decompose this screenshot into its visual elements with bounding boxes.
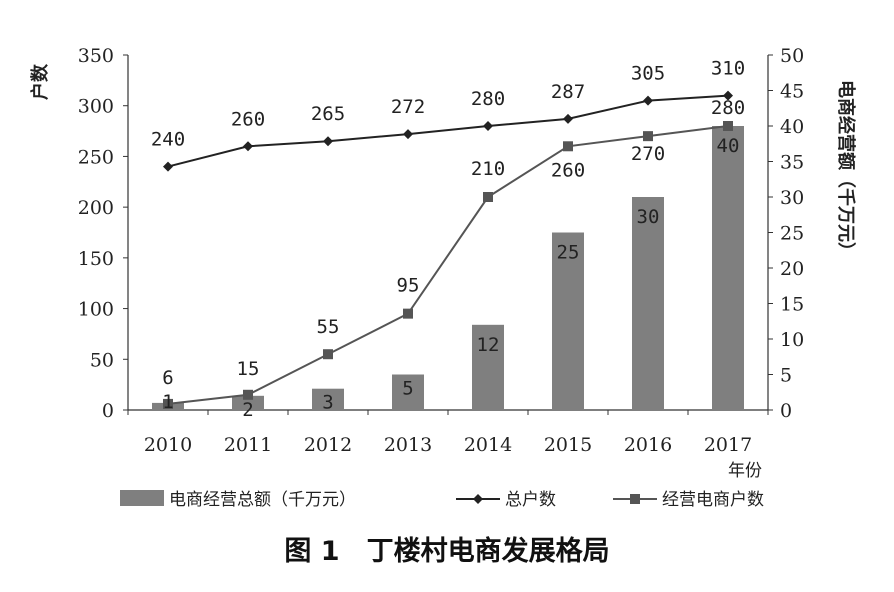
line-point	[723, 90, 733, 101]
ecommerce-households-label: 270	[631, 143, 665, 165]
bar-value-label: 1	[162, 391, 173, 413]
line-point	[483, 192, 493, 202]
right-tick-label: 50	[780, 45, 804, 67]
line-point	[323, 136, 333, 147]
bar	[392, 374, 424, 410]
x-tick-label: 2013	[384, 434, 432, 456]
ecommerce-households-label: 280	[711, 97, 745, 119]
right-tick-label: 45	[780, 81, 804, 103]
right-tick-label: 25	[780, 223, 804, 245]
left-tick-label: 350	[78, 45, 114, 67]
bar	[552, 232, 584, 410]
ecommerce-households-label: 260	[551, 159, 585, 181]
bars	[152, 126, 744, 410]
bar-value-label: 2	[242, 399, 253, 421]
line-point	[163, 398, 173, 409]
axes: 0501001502002503003500510152025303540455…	[78, 45, 804, 456]
x-tick-label: 2015	[544, 434, 592, 456]
left-tick-label: 0	[102, 400, 114, 422]
line-point	[483, 121, 493, 131]
line-point	[723, 121, 733, 131]
line-point	[643, 95, 653, 106]
left-tick-label: 150	[78, 248, 114, 270]
figure-title: 图 1 丁楼村电商发展格局	[284, 535, 609, 567]
legend-swatch-bar	[120, 490, 164, 506]
bar	[232, 395, 264, 410]
series-line	[167, 125, 729, 405]
legend-swatch-ec-marker	[630, 494, 640, 504]
left-axis-name: 户数	[29, 63, 51, 100]
line-point	[403, 129, 413, 140]
bar	[712, 126, 744, 410]
line-point	[563, 141, 573, 152]
total-households-label: 305	[631, 63, 665, 85]
total-households-label: 280	[471, 88, 505, 110]
bar-value-label: 3	[322, 392, 333, 414]
total-households-label: 287	[551, 81, 585, 103]
left-tick-label: 250	[78, 146, 114, 168]
lines	[163, 90, 733, 409]
right-tick-label: 35	[780, 152, 804, 174]
left-tick-label: 50	[90, 349, 114, 371]
ecommerce-households-label: 95	[397, 275, 420, 297]
bar-value-label: 12	[477, 334, 500, 356]
x-tick-label: 2012	[304, 434, 352, 456]
bar-value-label: 30	[637, 206, 660, 228]
right-tick-label: 0	[780, 400, 792, 422]
bar	[632, 197, 664, 410]
right-tick-label: 5	[780, 365, 792, 387]
right-tick-label: 10	[780, 329, 804, 351]
right-axis-name: 电商经营额（千万元）	[835, 80, 857, 260]
left-tick-label: 300	[78, 96, 114, 118]
right-tick-label: 30	[780, 187, 804, 209]
left-tick-label: 200	[78, 197, 114, 219]
bar	[472, 324, 504, 410]
legend-label-ec: 经营电商户数	[662, 490, 764, 510]
bar-value-label: 25	[557, 242, 580, 264]
line-point	[243, 141, 253, 152]
series-line	[167, 94, 729, 168]
x-tick-label: 2016	[624, 434, 672, 456]
x-tick-label: 2017	[704, 434, 752, 456]
x-tick-label: 2011	[224, 434, 272, 456]
ecommerce-households-label: 210	[471, 158, 505, 180]
ecommerce-households-label: 6	[162, 367, 173, 389]
total-households-label: 310	[711, 58, 745, 80]
left-tick-label: 100	[78, 299, 114, 321]
line-point	[323, 349, 333, 360]
total-households-label: 260	[231, 108, 265, 130]
x-tick-label: 2010	[144, 434, 192, 456]
line-point	[563, 113, 573, 124]
total-households-label: 240	[151, 129, 185, 151]
bar-value-label: 5	[402, 378, 413, 400]
legend-swatch-total-marker	[473, 494, 483, 504]
ecommerce-households-label: 15	[237, 358, 260, 380]
legend-label-total: 总户数	[505, 490, 556, 510]
right-tick-label: 15	[780, 294, 804, 316]
right-tick-label: 20	[780, 258, 804, 280]
x-axis-unit: 年份	[728, 461, 762, 481]
line-point	[403, 308, 413, 319]
total-households-label: 272	[391, 96, 425, 118]
line-point	[163, 161, 173, 172]
x-tick-label: 2014	[464, 434, 512, 456]
legend-label-bar: 电商经营总额（千万元）	[169, 490, 356, 510]
right-tick-label: 40	[780, 116, 804, 138]
bar	[312, 388, 344, 410]
line-point	[643, 131, 653, 142]
total-households-label: 265	[311, 103, 345, 125]
legend: 电商经营总额（千万元） 总户数 经营电商户数	[120, 490, 764, 510]
line-point	[243, 389, 253, 400]
ecommerce-households-label: 55	[317, 316, 340, 338]
bar-value-label: 40	[717, 135, 740, 157]
